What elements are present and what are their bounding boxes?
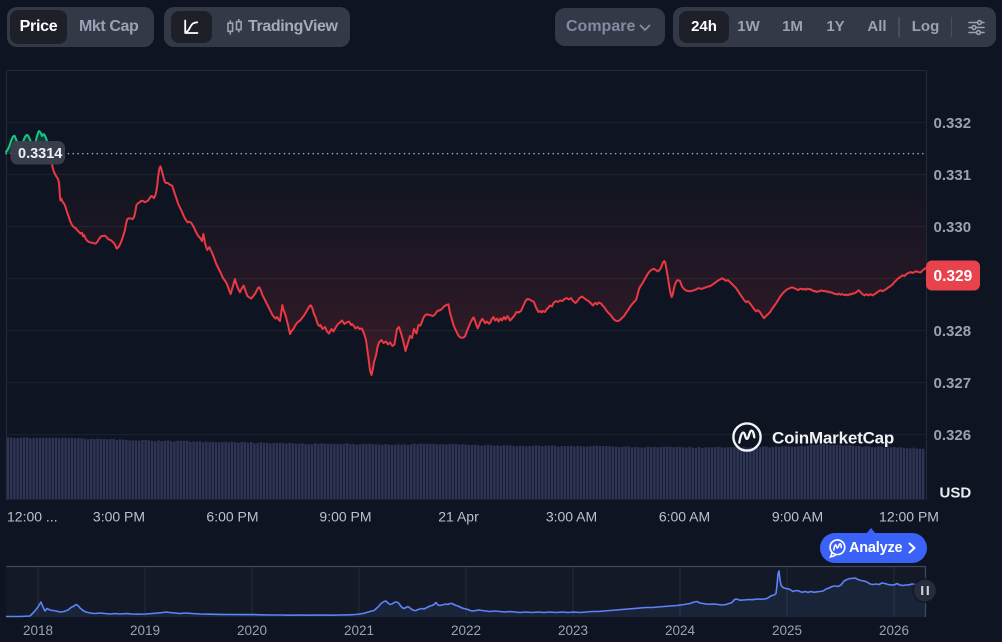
- svg-text:3:00 PM: 3:00 PM: [93, 509, 145, 525]
- svg-text:0.327: 0.327: [934, 375, 972, 392]
- svg-text:0.329: 0.329: [934, 268, 973, 285]
- svg-text:2024: 2024: [665, 623, 696, 638]
- svg-text:0.326: 0.326: [934, 427, 972, 444]
- svg-text:2018: 2018: [23, 623, 53, 638]
- svg-text:0.330: 0.330: [934, 219, 972, 236]
- svg-text:2019: 2019: [130, 623, 160, 638]
- svg-text:2023: 2023: [558, 623, 588, 638]
- svg-text:6:00 PM: 6:00 PM: [206, 509, 258, 525]
- svg-text:6:00 AM: 6:00 AM: [659, 509, 710, 525]
- svg-text:21 Apr: 21 Apr: [438, 509, 479, 525]
- svg-text:2020: 2020: [237, 623, 267, 638]
- svg-text:9:00 PM: 9:00 PM: [319, 509, 371, 525]
- svg-text:0.331: 0.331: [934, 167, 972, 184]
- svg-text:2022: 2022: [451, 623, 481, 638]
- svg-text:12:00 ...: 12:00 ...: [7, 509, 58, 525]
- svg-text:0.3314: 0.3314: [18, 146, 62, 162]
- svg-text:USD: USD: [940, 485, 972, 502]
- svg-text:CoinMarketCap: CoinMarketCap: [772, 429, 894, 448]
- svg-text:2026: 2026: [879, 623, 909, 638]
- svg-text:9:00 AM: 9:00 AM: [772, 509, 823, 525]
- svg-text:0.332: 0.332: [934, 115, 972, 132]
- svg-text:3:00 AM: 3:00 AM: [546, 509, 597, 525]
- svg-text:2021: 2021: [344, 623, 374, 638]
- svg-text:0.328: 0.328: [934, 323, 972, 340]
- svg-text:2025: 2025: [772, 623, 802, 638]
- svg-text:12:00 PM: 12:00 PM: [879, 509, 939, 525]
